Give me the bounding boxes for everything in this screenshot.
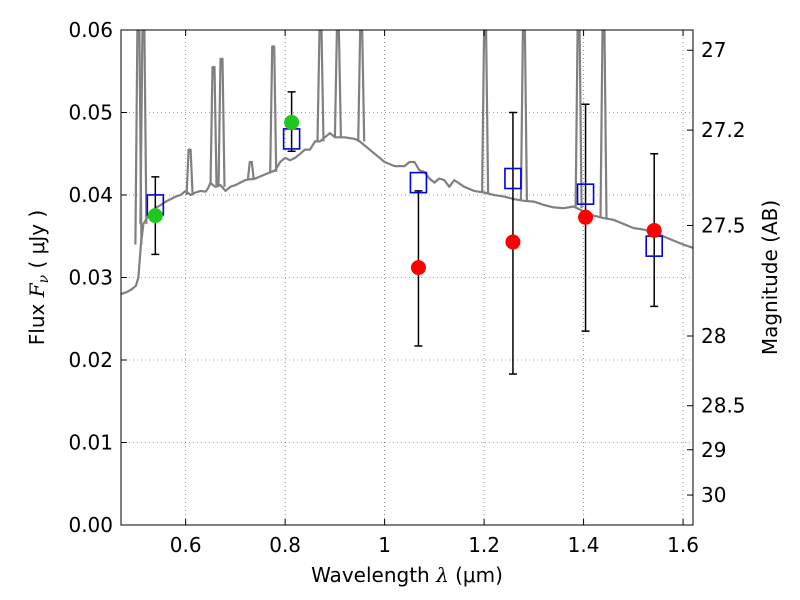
x-axis-title-prefix: Wavelength xyxy=(311,563,436,587)
y2-tick-label: 28.5 xyxy=(701,394,746,418)
y2-tick-label: 30 xyxy=(701,483,726,507)
y2-tick-label: 28 xyxy=(701,324,726,348)
emission-line-spike xyxy=(574,30,583,209)
x-tick-label: 0.6 xyxy=(170,533,202,557)
y2-tick-label: 29 xyxy=(701,438,726,462)
y-tick-label: 0.04 xyxy=(68,183,113,207)
y2-tick-label: 27 xyxy=(701,38,726,62)
emission-line-spike xyxy=(269,45,278,172)
spectrum-layer xyxy=(121,30,693,296)
y-tick-label: 0.05 xyxy=(68,101,113,125)
plot-frame xyxy=(120,29,694,526)
x-tick-label: 1.2 xyxy=(468,533,500,557)
emission-line-spike xyxy=(357,30,366,142)
y-axis-title-units: ( μJy ) xyxy=(25,210,49,275)
x-axis-title-symbol: λ xyxy=(435,563,449,587)
y-tick-label: 0.02 xyxy=(68,348,113,372)
x-tick-label: 0.8 xyxy=(269,533,301,557)
errorbar-layer xyxy=(151,91,659,375)
emission-line-spike xyxy=(185,148,194,196)
x-tick-label: 1.6 xyxy=(667,533,699,557)
emission-line-spike xyxy=(316,30,325,142)
x-tick-label: 1.4 xyxy=(568,533,600,557)
emission-line-spike xyxy=(599,30,608,219)
y-tick-label: 0.00 xyxy=(68,513,113,537)
x-axis-title: Wavelength λ (μm) xyxy=(311,563,503,587)
ticks xyxy=(121,29,693,526)
model-photometry-box xyxy=(409,171,428,194)
emission-line-spike xyxy=(217,57,226,187)
emission-line-spike xyxy=(246,160,255,181)
y-tick-label: 0.06 xyxy=(68,18,113,42)
observed-flux-point xyxy=(505,234,521,250)
x-tick-label: 1 xyxy=(378,533,391,557)
y-axis-title-prefix: Flux xyxy=(25,297,49,345)
grid xyxy=(121,30,693,525)
y2-tick-label: 27.2 xyxy=(701,118,746,142)
y-axis-title-symbol: F xyxy=(25,282,49,298)
emission-line-spike xyxy=(209,66,218,186)
emission-line-spike xyxy=(481,30,490,193)
observed-flux-point xyxy=(284,114,300,130)
y-tick-label: 0.01 xyxy=(68,431,113,455)
emission-line-spike xyxy=(139,30,148,224)
y-axis-title-subscript: ν xyxy=(36,274,52,283)
observed-flux-point xyxy=(147,208,163,224)
tick-labels: 0.6 0.8 1 1.2 1.4 1.6 0.00 0.01 0.02 0.03 0.04 0.05… xyxy=(68,18,745,557)
observed-flux-point xyxy=(578,209,594,225)
emission-line-spike xyxy=(333,30,342,138)
model-photometry-box xyxy=(504,167,522,190)
observed-flux-point xyxy=(646,222,662,238)
y-tick-label: 0.03 xyxy=(68,266,113,290)
observed-point-layer xyxy=(147,114,662,276)
y-axis-title: Flux Fν ( μJy ) xyxy=(25,210,52,345)
observed-flux-point xyxy=(410,260,426,276)
model-photometry-box xyxy=(576,183,595,205)
emission-line-spike xyxy=(519,30,528,201)
y2-tick-label: 27.5 xyxy=(701,213,746,237)
x-axis-title-units: (μm) xyxy=(449,563,503,587)
y2-axis-title: Magnitude (AB) xyxy=(758,200,782,355)
spectrum-line xyxy=(121,132,693,296)
